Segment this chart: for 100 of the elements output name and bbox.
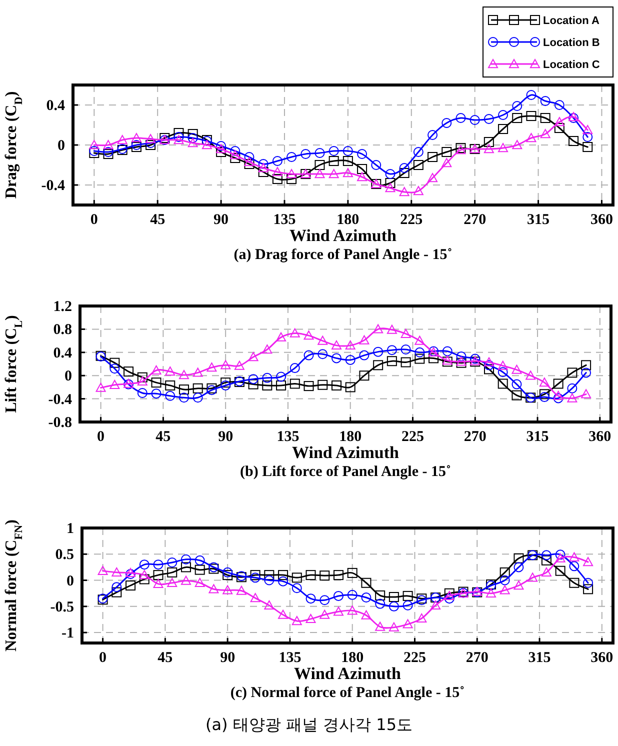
point — [357, 164, 368, 174]
point — [306, 614, 316, 624]
x-tick-label: 315 — [526, 429, 549, 445]
point — [528, 572, 538, 582]
point — [153, 560, 164, 570]
y-tick-label: 0 — [58, 138, 65, 154]
point — [416, 613, 427, 623]
x-tick-label: 270 — [464, 429, 486, 445]
point — [262, 380, 272, 390]
point — [216, 141, 226, 151]
point — [541, 555, 552, 566]
point — [428, 152, 438, 162]
point — [430, 600, 441, 610]
point — [222, 570, 233, 580]
point — [110, 380, 120, 389]
point — [202, 140, 212, 150]
y-tick-label: 0.4 — [53, 345, 72, 362]
point — [500, 575, 510, 586]
point — [286, 169, 297, 178]
x-tick-label: 90 — [218, 429, 234, 445]
point — [342, 146, 353, 156]
point — [540, 96, 550, 106]
point — [314, 148, 325, 158]
point — [456, 351, 466, 362]
y-tick-label: 0.4 — [46, 98, 66, 114]
point — [264, 575, 274, 586]
point — [554, 123, 564, 133]
point — [137, 388, 148, 398]
point — [180, 576, 191, 585]
point — [244, 159, 254, 169]
point — [361, 610, 372, 620]
point — [112, 582, 122, 592]
point — [178, 384, 189, 395]
point — [375, 590, 386, 600]
point — [216, 147, 226, 157]
legend-label: Location C — [543, 59, 600, 71]
point — [192, 392, 203, 403]
y-tick-label: -1 — [62, 626, 74, 642]
point — [386, 345, 397, 356]
point — [264, 570, 274, 580]
point — [89, 140, 100, 150]
point — [342, 156, 353, 166]
point — [413, 186, 424, 196]
point — [165, 366, 176, 376]
point — [581, 368, 592, 378]
point — [180, 562, 191, 572]
point — [306, 594, 316, 604]
point — [357, 172, 368, 182]
point — [331, 353, 342, 364]
point — [328, 146, 339, 156]
point — [131, 133, 142, 142]
point — [583, 556, 594, 566]
x-tick-label: 225 — [403, 650, 426, 666]
point — [414, 354, 425, 364]
point — [220, 380, 231, 390]
point — [347, 590, 358, 600]
point — [567, 393, 578, 402]
point — [230, 146, 240, 156]
point — [286, 152, 297, 162]
point — [385, 178, 396, 188]
point — [167, 578, 178, 587]
point — [117, 135, 128, 144]
point — [194, 564, 205, 575]
point — [139, 560, 150, 570]
x-tick-label: 360 — [590, 650, 614, 666]
point — [582, 132, 593, 142]
point — [428, 130, 438, 140]
point — [361, 578, 372, 588]
point — [554, 117, 564, 126]
point — [328, 169, 339, 178]
point — [399, 163, 410, 173]
point — [359, 335, 370, 344]
point — [512, 364, 522, 374]
point — [498, 124, 508, 134]
point — [373, 360, 384, 370]
point — [139, 574, 150, 584]
point — [124, 366, 134, 377]
point — [371, 160, 382, 170]
point — [230, 150, 240, 160]
point — [234, 360, 244, 370]
point — [290, 363, 300, 374]
point — [244, 152, 254, 162]
point — [276, 332, 286, 342]
point — [290, 378, 300, 389]
point — [388, 601, 399, 612]
point — [498, 360, 508, 370]
point — [96, 382, 106, 392]
point — [375, 598, 386, 609]
point — [139, 570, 150, 580]
point — [286, 174, 297, 184]
point — [444, 594, 454, 604]
point — [512, 390, 522, 400]
point — [539, 378, 550, 387]
point — [178, 392, 189, 403]
point — [165, 390, 176, 401]
point — [347, 606, 358, 615]
text: (c) Normal force of Panel Angle - 15˚ — [230, 685, 465, 701]
point — [514, 553, 524, 564]
point — [216, 144, 226, 154]
point — [194, 578, 205, 587]
